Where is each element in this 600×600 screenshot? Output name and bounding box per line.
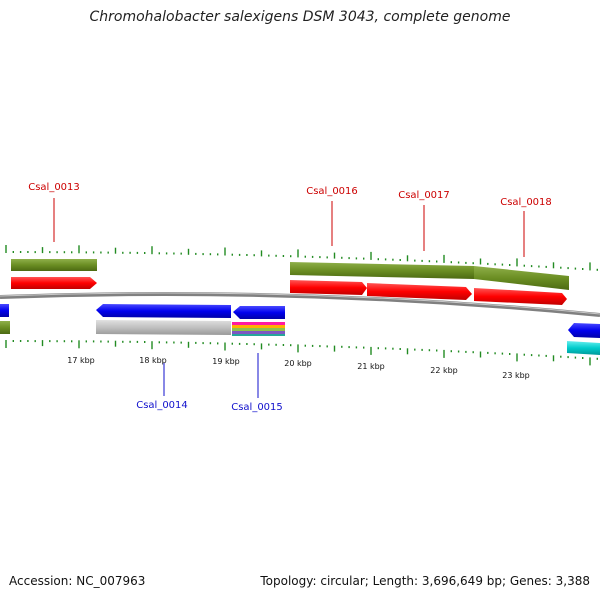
gene-bar-olive[interactable]: [0, 321, 10, 334]
gene-bar-gray[interactable]: [96, 320, 231, 335]
gene-arrow-red[interactable]: [290, 280, 367, 295]
gene-label-csal-0016[interactable]: Csal_0016: [306, 186, 358, 197]
gene-arrow-red[interactable]: [11, 277, 97, 289]
tick-row-bottom: [5, 340, 598, 366]
kbp-label-19: 19 kbp: [212, 357, 240, 366]
kbp-label-18: 18 kbp: [139, 356, 167, 365]
gene-label-csal-0014[interactable]: Csal_0014: [136, 400, 188, 411]
genome-backbone: [0, 291, 600, 317]
gene-arrow-blue[interactable]: [0, 304, 9, 317]
gene-bar-cyan[interactable]: [567, 341, 600, 355]
gene-label-csal-0013[interactable]: Csal_0013: [28, 182, 80, 193]
genome-backbone-highlight: [0, 292, 600, 315]
gene-label-csal-0018[interactable]: Csal_0018: [500, 197, 552, 208]
kbp-label-20: 20 kbp: [284, 359, 312, 368]
gene-label-csal-0015[interactable]: Csal_0015: [231, 402, 283, 413]
gene-arrow-blue[interactable]: [233, 306, 285, 319]
gene-arrow-red[interactable]: [367, 283, 472, 300]
tick-row-top: [5, 245, 598, 271]
map-title: Chromohalobacter salexigens DSM 3043, co…: [89, 9, 511, 25]
kbp-label-23: 23 kbp: [502, 371, 530, 380]
kbp-label-17: 17 kbp: [67, 356, 95, 365]
gene-arrow-red[interactable]: [474, 288, 567, 305]
genome-summary-text: Topology: circular; Length: 3,696,649 bp…: [260, 574, 590, 588]
gene-bar-olive[interactable]: [11, 259, 97, 271]
kbp-label-21: 21 kbp: [357, 362, 385, 371]
accession-text: Accession: NC_007963: [9, 574, 146, 588]
gene-arrow-blue[interactable]: [568, 323, 600, 338]
gene-bar-multicolor[interactable]: [232, 322, 285, 336]
gene-label-csal-0017[interactable]: Csal_0017: [398, 190, 450, 201]
gene-bar-olive[interactable]: [474, 266, 569, 290]
kbp-label-22: 22 kbp: [430, 366, 458, 375]
gene-arrow-blue[interactable]: [96, 304, 231, 318]
gene-bar-olive[interactable]: [290, 262, 474, 279]
